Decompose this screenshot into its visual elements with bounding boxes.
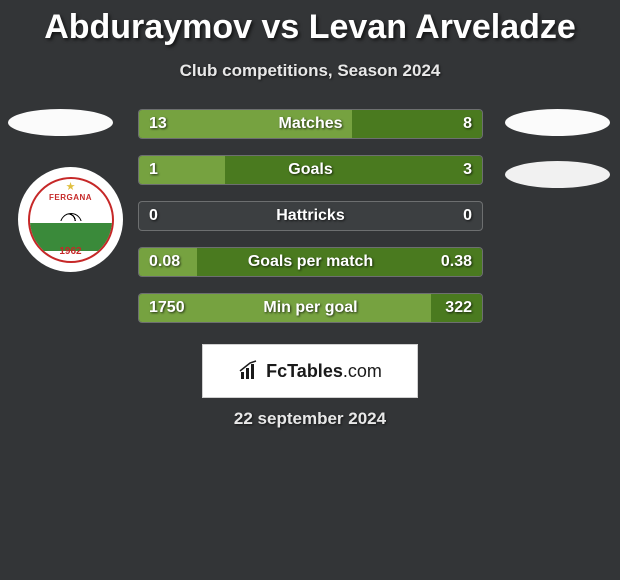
stat-value-right: 0 xyxy=(463,202,472,230)
stat-label: Goals xyxy=(139,156,482,184)
badge-star-icon: ★ xyxy=(30,180,112,193)
stat-label: Matches xyxy=(139,110,482,138)
player-right-avatar xyxy=(505,109,610,136)
stat-label: Hattricks xyxy=(139,202,482,230)
player-right-club-avatar xyxy=(505,161,610,188)
stat-value-right: 322 xyxy=(445,294,472,322)
club-badge-left: ★ FERGANA 1962 xyxy=(18,167,123,272)
stat-value-left: 13 xyxy=(149,110,167,138)
stat-value-right: 3 xyxy=(463,156,472,184)
stat-value-left: 0.08 xyxy=(149,248,180,276)
stat-value-left: 1 xyxy=(149,156,158,184)
player-left-avatar xyxy=(8,109,113,136)
stat-row: Hattricks0 0 xyxy=(138,201,483,231)
badge-club-year: 1962 xyxy=(30,246,112,257)
stat-value-right: 8 xyxy=(463,110,472,138)
stat-row: Min per goal1750 322 xyxy=(138,293,483,323)
stat-row: Matches13 8 xyxy=(138,109,483,139)
badge-club-name: FERGANA xyxy=(30,193,112,202)
branding-text: FcTables.com xyxy=(266,361,382,382)
page-title: Abduraymov vs Levan Arveladze xyxy=(0,0,620,47)
stats-bars: Matches138Goals13Hattricks00Goals per ma… xyxy=(138,109,483,339)
stat-label: Goals per match xyxy=(139,248,482,276)
stat-value-left: 0 xyxy=(149,202,158,230)
stat-label: Min per goal xyxy=(139,294,482,322)
stat-row: Goals1 3 xyxy=(138,155,483,185)
page-subtitle: Club competitions, Season 2024 xyxy=(0,61,620,81)
stat-row: Goals per match0.08 0.38 xyxy=(138,247,483,277)
stat-value-left: 1750 xyxy=(149,294,185,322)
chart-icon xyxy=(238,360,260,382)
stat-value-right: 0.38 xyxy=(441,248,472,276)
branding-box[interactable]: FcTables.com xyxy=(202,344,418,398)
snapshot-date: 22 september 2024 xyxy=(0,409,620,429)
